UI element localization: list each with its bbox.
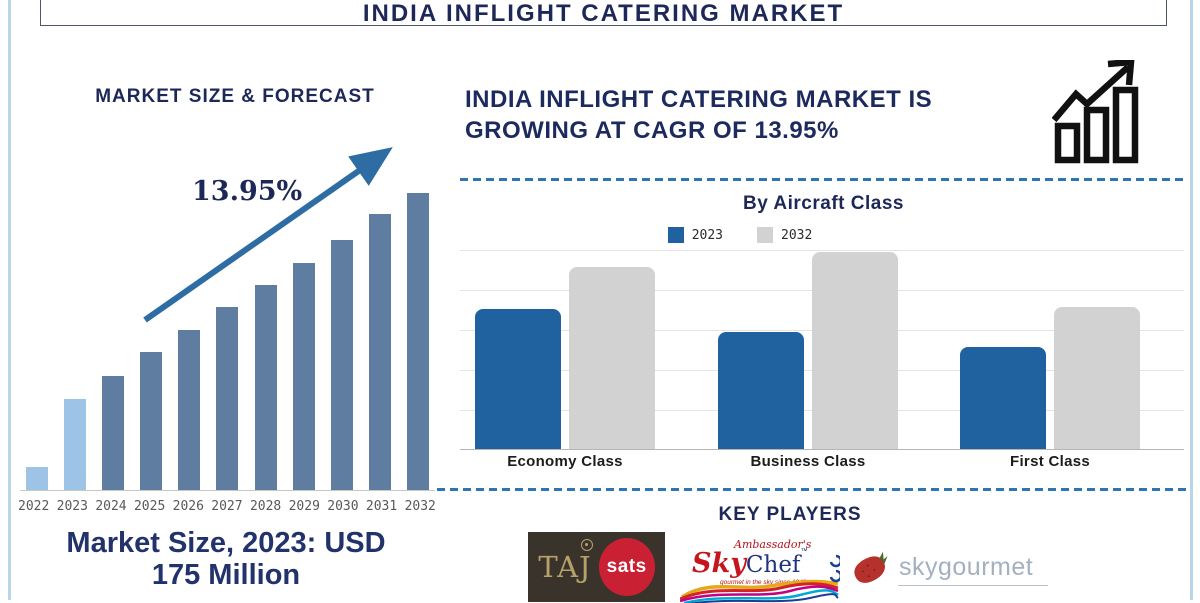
skygourmet-strawberry-icon xyxy=(854,551,888,583)
growth-chart-icon xyxy=(1052,60,1139,164)
market-bar-2024 xyxy=(102,376,125,490)
bar-2032-economy-class xyxy=(569,267,655,449)
aircraft-chart-legend: 2023 2032 xyxy=(460,227,1020,243)
frame-border-left xyxy=(8,0,11,600)
year-tick-2026: 2026 xyxy=(172,499,204,514)
market-bar-2032 xyxy=(406,193,429,490)
page-title-box: INDIA INFLIGHT CATERING MARKET xyxy=(40,0,1167,26)
aircraft-bar-group-3 xyxy=(960,307,1140,449)
year-tick-2023: 2023 xyxy=(56,499,88,514)
market-bar-2022 xyxy=(26,467,48,490)
bar-2032-business-class xyxy=(812,252,898,449)
legend-label-2023: 2023 xyxy=(691,227,723,243)
skychef-tm-mark: ™ xyxy=(800,548,808,555)
aircraft-chart-axis xyxy=(460,449,1184,450)
logo-skychef: Ambassador's SkyChef™ gourmet in the sky… xyxy=(680,537,840,603)
tajsats-sats-text: sats xyxy=(606,556,647,577)
legend-item-2023: 2023 xyxy=(667,227,723,243)
skychef-wave-graphic xyxy=(680,579,839,603)
logo-tajsats: TAJ sats xyxy=(528,532,665,602)
cagr-annotation: 13.95% xyxy=(192,176,303,207)
skygourmet-wordmark: skygourmet xyxy=(899,552,1034,581)
legend-label-2032: 2032 xyxy=(781,227,813,243)
aircraft-class-bar-chart: Economy Class Business Class First Class xyxy=(460,250,1184,470)
bar-2023-first-class xyxy=(960,347,1046,449)
market-size-line1: Market Size, 2023: USD xyxy=(66,527,386,559)
skychef-ornament-icon xyxy=(829,554,840,583)
frame-border-right xyxy=(1190,0,1193,600)
tajsats-taj-text: TAJ xyxy=(538,550,592,584)
market-bar-2030 xyxy=(330,240,353,490)
aircraft-bar-group-2 xyxy=(718,252,898,449)
market-chart-title: MARKET SIZE & FORECAST xyxy=(95,86,375,107)
year-tick-2031: 2031 xyxy=(365,499,398,514)
bar-2023-economy-class xyxy=(475,309,561,449)
aircraft-class-label-2: Business Class xyxy=(750,453,866,470)
legend-swatch-2023 xyxy=(667,227,684,243)
legend-item-2032: 2032 xyxy=(757,227,812,243)
skychef-tagline: gourmet in the sky since 1942 xyxy=(720,579,807,586)
skychef-ambassadors-text: Ambassador's xyxy=(734,538,812,551)
tajsats-emblem-icon xyxy=(580,539,593,551)
aircraft-class-label-1: Economy Class xyxy=(507,453,623,470)
bar-2023-business-class xyxy=(718,332,804,449)
tajsats-sats-badge: sats xyxy=(598,538,655,596)
growth-trend-arrow xyxy=(143,147,393,323)
tajsats-wordmark: TAJ xyxy=(538,539,593,584)
market-bar-2025 xyxy=(140,352,163,490)
market-bar-2031 xyxy=(368,214,391,490)
market-bar-2028 xyxy=(254,285,277,490)
bar-2032-first-class xyxy=(1054,307,1140,449)
dashed-divider-bottom xyxy=(437,488,1190,491)
market-size-callout: Market Size, 2023: USD 175 Million xyxy=(0,527,452,591)
year-tick-2027: 2027 xyxy=(211,499,243,514)
market-size-line2: 175 Million xyxy=(151,559,301,591)
aircraft-chart-title: By Aircraft Class xyxy=(743,193,904,214)
skychef-chef-text: Chef xyxy=(745,552,801,578)
skygourmet-underline xyxy=(898,585,1048,586)
year-tick-2028: 2028 xyxy=(249,499,282,514)
year-tick-2022: 2022 xyxy=(18,499,50,514)
dashed-divider-top xyxy=(460,178,1187,181)
legend-swatch-2032 xyxy=(757,227,773,243)
year-tick-2029: 2029 xyxy=(288,499,320,514)
year-tick-2032: 2032 xyxy=(404,499,436,514)
market-chart-year-axis: 2022 2023 2024 2025 2026 2027 2028 2029 2030 2031… xyxy=(18,499,436,514)
year-tick-2024: 2024 xyxy=(95,499,127,514)
key-players-title: KEY PLAYERS xyxy=(718,504,862,525)
year-tick-2025: 2025 xyxy=(133,499,166,514)
aircraft-class-label-3: First Class xyxy=(1010,453,1090,470)
market-size-bar-chart xyxy=(26,193,429,490)
market-bar-2023 xyxy=(64,399,87,490)
gridline xyxy=(460,250,1184,251)
market-bar-2027 xyxy=(216,307,239,490)
logo-skygourmet: skygourmet xyxy=(850,545,1050,593)
aircraft-bar-group-1 xyxy=(475,267,655,449)
market-chart-axis xyxy=(20,490,435,491)
year-tick-2030: 2030 xyxy=(327,499,359,514)
page-title: INDIA INFLIGHT CATERING MARKET xyxy=(362,0,845,26)
skychef-wordmark: SkyChef™ xyxy=(692,548,807,579)
market-bar-2029 xyxy=(292,263,315,490)
cagr-headline: INDIA INFLIGHT CATERING MARKET IS GROWIN… xyxy=(465,86,933,144)
skychef-sky-text: Sky xyxy=(692,548,746,579)
market-bar-2026 xyxy=(178,330,201,490)
